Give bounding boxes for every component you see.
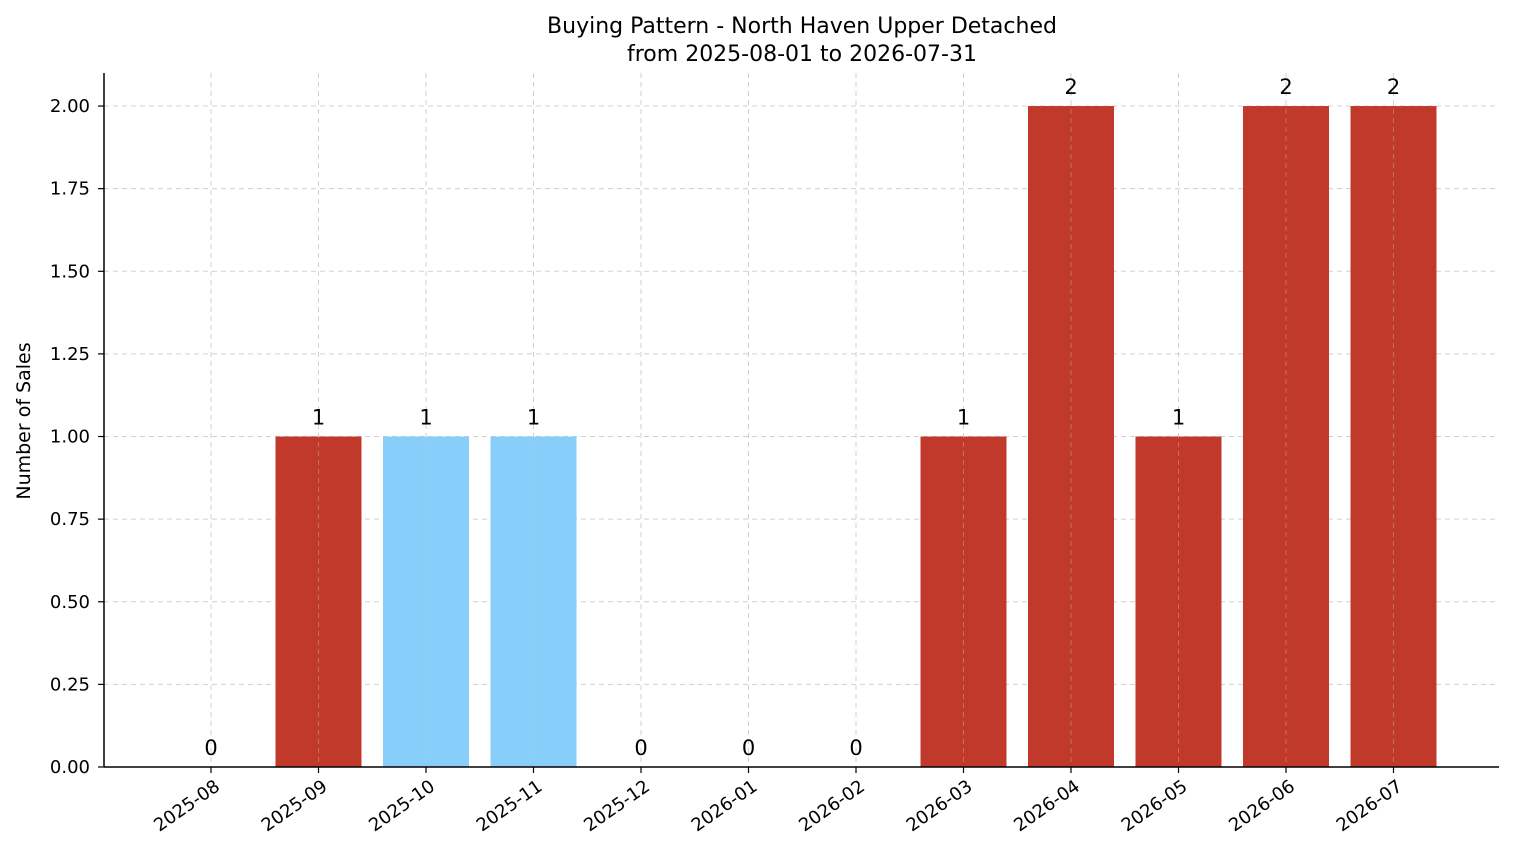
y-tick-label: 1.50 bbox=[50, 261, 90, 282]
y-tick-label: 0.25 bbox=[50, 674, 90, 695]
data-label-2026-07: 2 bbox=[1387, 75, 1400, 99]
x-tick-label-2026-06: 2026-06 bbox=[1225, 776, 1299, 836]
bar-2026-06 bbox=[1243, 106, 1329, 768]
data-label-2026-05: 1 bbox=[1172, 406, 1185, 430]
x-tick-label-2026-02: 2026-02 bbox=[795, 776, 869, 836]
data-label-2026-02: 0 bbox=[849, 736, 862, 760]
y-tick-label: 1.75 bbox=[50, 179, 90, 200]
x-tick-label-2025-10: 2025-10 bbox=[365, 776, 439, 836]
y-tick-label: 0.50 bbox=[50, 592, 90, 613]
bar-2025-10 bbox=[383, 436, 469, 767]
x-tick-label-2026-07: 2026-07 bbox=[1333, 776, 1407, 836]
data-label-2025-09: 1 bbox=[312, 406, 325, 430]
y-tick-label: 2.00 bbox=[50, 96, 90, 117]
x-ticks: 2025-08 2025-09 2025-10 2025-11 2025-12 2026-… bbox=[150, 767, 1406, 836]
data-label-2026-01: 0 bbox=[742, 736, 755, 760]
x-tick-label-2025-12: 2025-12 bbox=[580, 776, 654, 836]
data-label-2025-10: 1 bbox=[419, 406, 432, 430]
y-tick-label: 1.25 bbox=[50, 344, 90, 365]
data-label-2025-12: 0 bbox=[634, 736, 647, 760]
chart-title: Buying Pattern - North Haven Upper Detac… bbox=[547, 14, 1057, 39]
data-label-2025-11: 1 bbox=[527, 406, 540, 430]
data-label-2026-03: 1 bbox=[957, 406, 970, 430]
y-tick-label: 0.00 bbox=[50, 757, 90, 778]
x-tick-label-2026-05: 2026-05 bbox=[1118, 776, 1192, 836]
x-tick-label-2026-04: 2026-04 bbox=[1010, 776, 1084, 836]
x-tick-label-2026-03: 2026-03 bbox=[903, 776, 977, 836]
bar-2026-03 bbox=[920, 436, 1007, 767]
data-label-2025-08: 0 bbox=[204, 736, 217, 760]
x-tick-label-2025-11: 2025-11 bbox=[473, 776, 547, 836]
bar-2026-04 bbox=[1028, 106, 1114, 768]
bar-2026-05 bbox=[1135, 436, 1222, 767]
x-tick-label-2026-01: 2026-01 bbox=[688, 776, 762, 836]
bars bbox=[275, 106, 1437, 768]
data-label-2026-06: 2 bbox=[1279, 75, 1292, 99]
y-ticks: 0.00 0.25 0.50 0.75 1.00 1.25 1.50 1.75 2.00 bbox=[50, 96, 104, 778]
chart-subtitle: from 2025-08-01 to 2026-07-31 bbox=[627, 42, 977, 67]
bar-2025-11 bbox=[490, 436, 577, 767]
bar-2025-09 bbox=[275, 436, 362, 767]
y-tick-label: 1.00 bbox=[50, 427, 90, 448]
y-tick-label: 0.75 bbox=[50, 509, 90, 530]
bar-2026-07 bbox=[1350, 106, 1437, 768]
x-tick-label-2025-08: 2025-08 bbox=[150, 776, 224, 836]
data-label-2026-04: 2 bbox=[1064, 75, 1077, 99]
data-labels: 0 1 1 1 0 0 0 1 2 1 2 2 bbox=[204, 75, 1400, 760]
x-tick-label-2025-09: 2025-09 bbox=[258, 776, 332, 836]
y-axis-label: Number of Sales bbox=[13, 342, 35, 499]
